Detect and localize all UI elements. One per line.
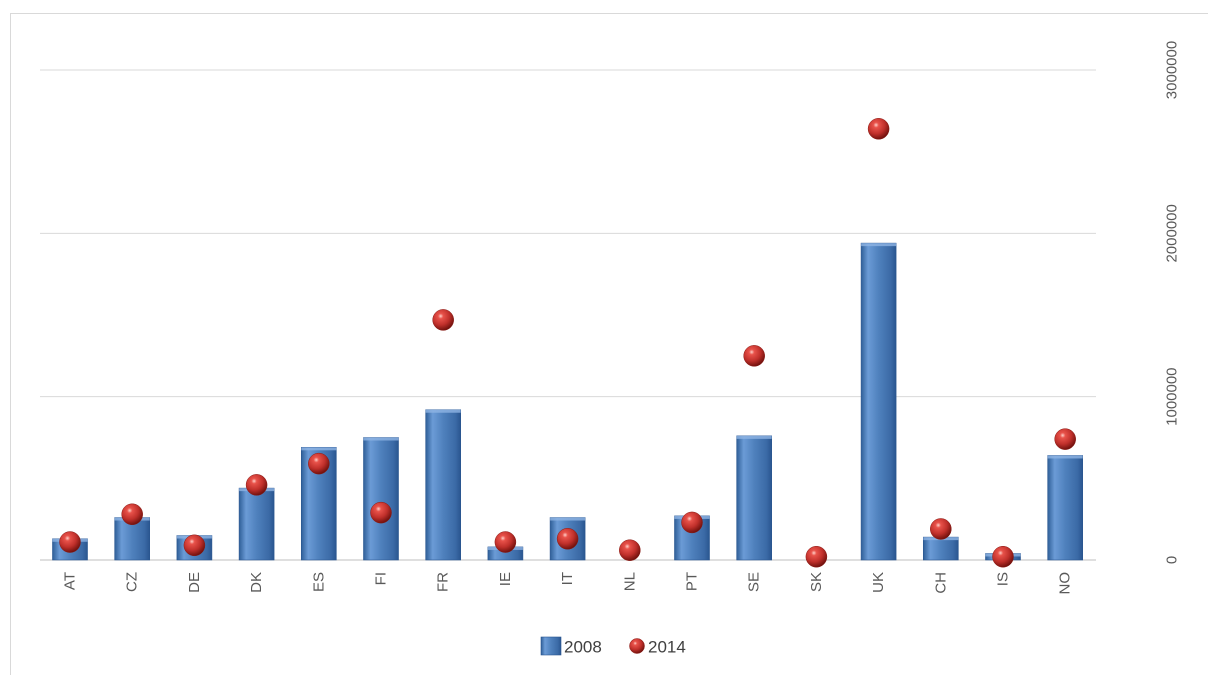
point-2014-CZ [121,503,143,526]
x-tick-label: IT [559,572,576,585]
y-axis-ticks: 0 1000000 2000000 3000000 [1164,41,1181,564]
legend-swatch-2008 [540,636,562,656]
point-2014-SK [805,545,828,568]
point-2014-SE [743,345,765,367]
bar-2008-CH [922,536,959,561]
legend-label-2008: 2008 [564,638,602,657]
point-2014-DE [183,534,206,557]
x-tick-label: FR [435,572,452,592]
point-2014-ES [308,452,330,475]
bar-2008-DK [238,487,275,561]
x-tick-label: NL [621,572,638,591]
y-tick-label: 3000000 [1164,41,1181,99]
x-tick-label: PT [684,572,701,591]
x-tick-label: CZ [124,572,141,592]
y-tick-label: 2000000 [1164,204,1181,262]
x-tick-label: FI [373,572,390,585]
bars-2008 [52,242,1083,561]
point-2014-DK [245,474,268,496]
point-2014-FR [432,309,454,331]
point-2014-AT [59,531,81,553]
bar-2008-SE [736,435,773,561]
x-tick-label: ES [310,572,327,592]
bar-2008-NO [1047,455,1083,561]
points-2014 [59,118,1076,568]
point-2014-IT [556,528,579,550]
point-2014-PT [681,511,703,534]
legend-swatch-2014 [629,638,645,654]
y-tick-label: 1000000 [1164,367,1181,425]
x-tick-label: CH [932,572,949,594]
legend: 2008 2014 [540,636,686,657]
point-2014-IE [494,531,517,553]
bar-2008-FI [363,437,399,561]
point-2014-CH [930,518,952,540]
point-2014-UK [867,118,890,140]
x-tick-label: IE [497,572,514,586]
x-tick-label: SK [808,572,825,592]
point-2014-NO [1054,428,1076,450]
y-tick-label: 0 [1164,556,1181,564]
point-2014-NL [619,539,641,561]
x-tick-label: IS [995,572,1012,586]
x-tick-label: UK [870,572,887,593]
gridlines [40,69,1096,398]
x-tick-label: AT [62,572,79,590]
legend-label-2014: 2014 [648,638,686,657]
x-tick-label: DE [186,572,203,593]
x-axis-ticks: AT CZ DE DK ES FI FR IE IT NL PT SE SK UK CH IS NO [62,572,1074,595]
bar-2008-UK [860,242,897,561]
point-2014-IS [992,545,1014,568]
x-tick-label: SE [746,572,763,592]
point-2014-FI [370,501,392,524]
x-tick-label: NO [1057,572,1074,595]
bar-2008-FR [425,409,462,561]
x-tick-label: DK [248,572,265,593]
